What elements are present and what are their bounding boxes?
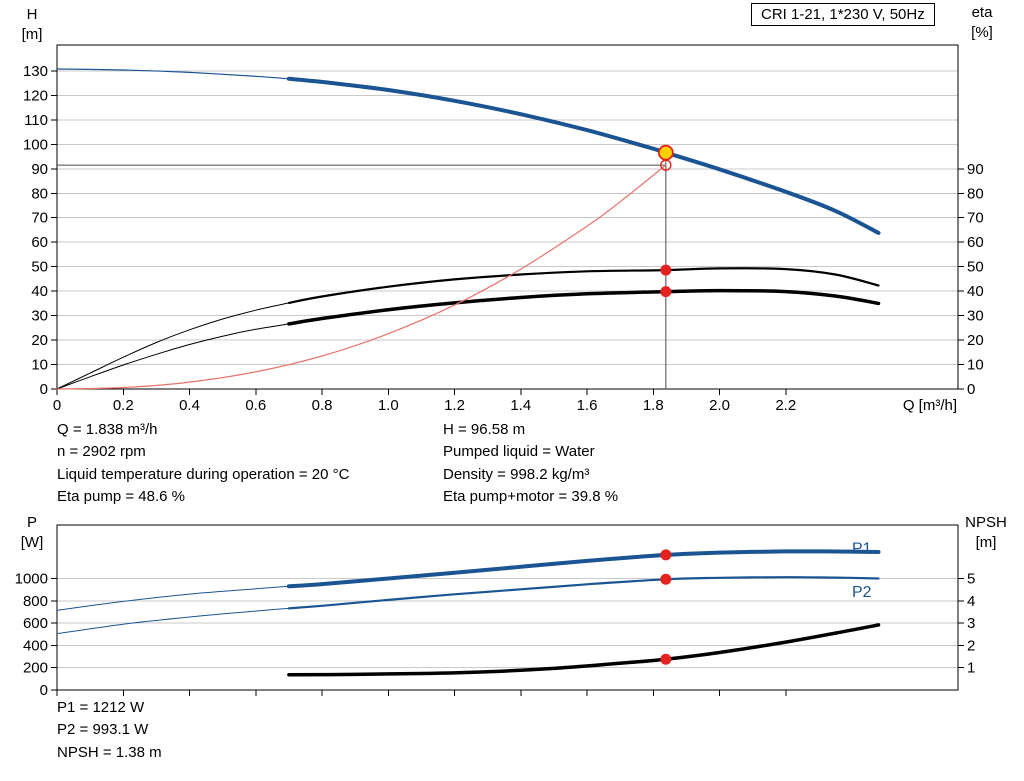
svg-text:2.0: 2.0 [709, 397, 730, 414]
svg-text:0.4: 0.4 [179, 397, 200, 414]
svg-text:10: 10 [31, 357, 48, 374]
npsh-axis-symbol: NPSH [965, 514, 1007, 531]
svg-text:60: 60 [967, 234, 984, 251]
svg-text:600: 600 [23, 615, 48, 632]
svg-text:1: 1 [967, 660, 975, 677]
info-eta-pump-motor: Eta pump+motor = 39.8 % [443, 488, 619, 506]
svg-text:1.4: 1.4 [510, 397, 531, 414]
duty-info-col2: H = 96.58 m Pumped liquid = Water Densit… [443, 419, 618, 509]
svg-text:30: 30 [31, 308, 48, 325]
info-speed: n = 2902 rpm [57, 443, 146, 461]
svg-text:0: 0 [967, 381, 975, 398]
svg-text:120: 120 [23, 87, 48, 104]
info-pumped-liquid: Pumped liquid = Water [443, 443, 595, 461]
svg-text:20: 20 [967, 332, 984, 349]
svg-text:P2: P2 [852, 584, 872, 601]
svg-text:P1: P1 [852, 540, 872, 557]
svg-text:50: 50 [967, 259, 984, 276]
eta-axis-title: eta [%] [960, 3, 1004, 43]
svg-text:100: 100 [23, 136, 48, 153]
npsh-axis-unit: [m] [975, 534, 997, 551]
svg-text:200: 200 [23, 660, 48, 677]
p-axis-unit: [W] [20, 534, 44, 551]
info-p1: P1 = 1212 W [57, 699, 145, 716]
svg-text:10: 10 [967, 357, 984, 374]
svg-text:40: 40 [967, 283, 984, 300]
svg-text:1000: 1000 [15, 571, 48, 588]
svg-text:40: 40 [31, 283, 48, 300]
svg-text:1.0: 1.0 [378, 397, 399, 414]
svg-text:70: 70 [967, 210, 984, 227]
svg-text:1.2: 1.2 [444, 397, 465, 414]
svg-text:90: 90 [967, 161, 984, 178]
svg-text:0: 0 [40, 381, 48, 398]
eta-axis-symbol: eta [971, 4, 993, 21]
power-info-block: P1 = 1212 W P2 = 993.1 W NPSH = 1.38 m [57, 697, 162, 764]
svg-text:3: 3 [967, 615, 975, 632]
svg-text:130: 130 [23, 63, 48, 80]
svg-text:400: 400 [23, 637, 48, 654]
svg-text:800: 800 [23, 593, 48, 610]
h-axis-unit: [m] [21, 26, 43, 43]
h-axis-title: H [m] [12, 5, 52, 45]
svg-text:0.8: 0.8 [312, 397, 333, 414]
svg-text:1.8: 1.8 [643, 397, 664, 414]
info-p2: P2 = 993.1 W [57, 721, 149, 739]
svg-text:2.2: 2.2 [775, 397, 796, 414]
svg-text:0.2: 0.2 [113, 397, 134, 414]
info-head: H = 96.58 m [443, 421, 526, 438]
svg-text:2: 2 [967, 637, 975, 654]
svg-text:90: 90 [31, 161, 48, 178]
p-axis-title: P [W] [12, 513, 52, 553]
h-axis-symbol: H [26, 6, 38, 23]
svg-text:80: 80 [967, 185, 984, 202]
svg-text:80: 80 [31, 185, 48, 202]
info-liquid-temperature: Liquid temperature during operation = 20… [57, 465, 350, 483]
svg-text:0: 0 [40, 682, 48, 699]
npsh-axis-title: NPSH [m] [956, 513, 1016, 553]
duty-info-col1: Q = 1.838 m³/h n = 2902 rpm Liquid tempe… [57, 419, 349, 509]
svg-text:110: 110 [24, 112, 48, 129]
info-flow: Q = 1.838 m³/h [57, 421, 158, 438]
info-density: Density = 998.2 kg/m³ [443, 465, 590, 483]
info-eta-pump: Eta pump = 48.6 % [57, 488, 185, 506]
q-axis-label: Q [m³/h] [902, 397, 957, 414]
svg-text:70: 70 [31, 210, 48, 227]
svg-text:50: 50 [31, 259, 48, 276]
svg-text:0: 0 [53, 397, 61, 414]
eta-axis-unit: [%] [971, 24, 993, 41]
svg-text:4: 4 [967, 593, 975, 610]
pump-model-box: CRI 1-21, 1*230 V, 50Hz [751, 3, 935, 26]
svg-text:30: 30 [967, 308, 984, 325]
svg-text:20: 20 [31, 332, 48, 349]
svg-text:0.6: 0.6 [245, 397, 266, 414]
p-axis-symbol: P [26, 514, 37, 531]
svg-text:60: 60 [31, 234, 48, 251]
svg-text:1.6: 1.6 [577, 397, 598, 414]
svg-text:5: 5 [967, 571, 975, 588]
info-npsh: NPSH = 1.38 m [57, 743, 162, 761]
